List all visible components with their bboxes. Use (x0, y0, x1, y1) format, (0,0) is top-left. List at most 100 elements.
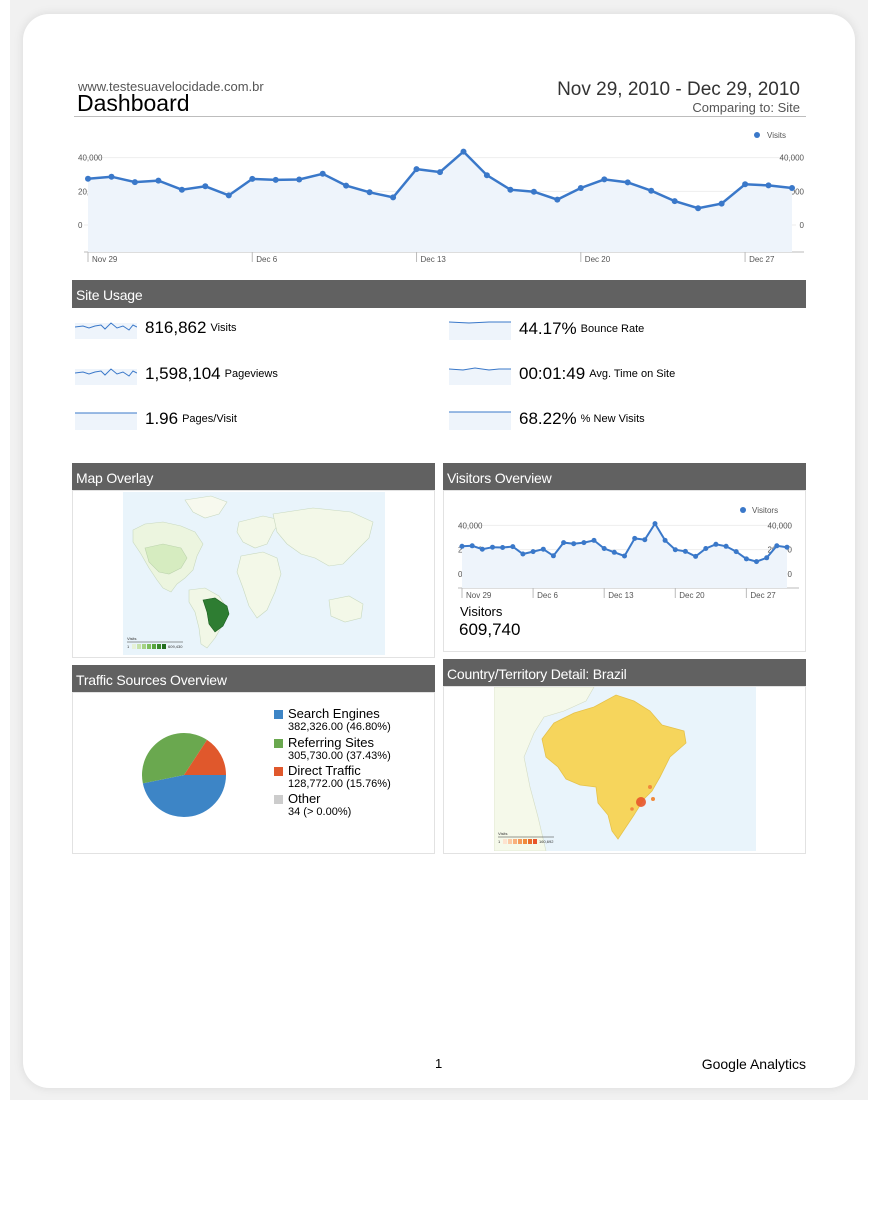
metric-pageviews[interactable]: 1,598,104 Pageviews (75, 363, 278, 385)
data-point[interactable] (611, 549, 617, 555)
data-point[interactable] (742, 181, 749, 188)
data-point[interactable] (366, 189, 373, 196)
page-title: Dashboard (77, 90, 190, 116)
pie-slice-referring-sites[interactable] (141, 732, 208, 784)
metric-label: Visits (210, 322, 237, 334)
data-point[interactable] (490, 544, 495, 550)
data-point[interactable] (178, 186, 185, 193)
data-point[interactable] (733, 549, 739, 555)
legend-referring-sites[interactable]: Referring Sites 305,730.00 (37.43%) (274, 735, 391, 762)
data-point[interactable] (131, 179, 138, 186)
data-point[interactable] (577, 185, 584, 191)
data-point[interactable] (632, 535, 638, 541)
data-point[interactable] (789, 185, 795, 191)
data-point[interactable] (713, 541, 719, 547)
data-point[interactable] (500, 545, 506, 550)
data-point[interactable] (319, 170, 326, 177)
data-point[interactable] (601, 546, 607, 551)
map-legend-max: 609,430 (168, 644, 183, 649)
data-point[interactable] (437, 169, 443, 176)
data-point[interactable] (225, 192, 232, 199)
data-point[interactable] (460, 148, 467, 155)
data-point[interactable] (561, 540, 567, 546)
traffic-sources-panel (72, 692, 435, 854)
data-point[interactable] (479, 546, 485, 552)
data-point[interactable] (743, 556, 749, 562)
traffic-sources-pie[interactable] (138, 732, 230, 818)
metric-label: Avg. Time on Site (589, 368, 676, 380)
brazil-map[interactable]: Visits 1 160,692 (494, 687, 756, 851)
map-overlay-header: Map Overlay (72, 463, 435, 491)
data-point[interactable] (648, 187, 655, 194)
data-point[interactable] (249, 175, 256, 182)
data-point[interactable] (390, 194, 397, 201)
x-tick-label: Dec 13 (608, 591, 634, 600)
pie-slice-direct-traffic[interactable] (184, 739, 226, 775)
brazil-legend-min: 1 (498, 839, 501, 844)
data-point[interactable] (671, 198, 678, 205)
data-point[interactable] (85, 175, 91, 182)
footer-brand: Google Analytics (701, 1056, 806, 1072)
legend-other[interactable]: Other 34 (> 0.00%) (274, 791, 351, 818)
data-point[interactable] (723, 543, 729, 549)
data-point[interactable] (774, 543, 780, 549)
metric-visits[interactable]: 816,862 Visits (75, 317, 237, 339)
data-point[interactable] (459, 543, 465, 549)
data-point[interactable] (108, 173, 115, 180)
data-point[interactable] (483, 172, 490, 179)
data-point[interactable] (601, 176, 608, 183)
swatch (274, 795, 283, 804)
data-point[interactable] (530, 188, 537, 195)
data-point[interactable] (624, 179, 631, 186)
data-point[interactable] (554, 196, 561, 203)
data-point[interactable] (272, 176, 279, 183)
data-point[interactable] (695, 205, 702, 212)
data-point[interactable] (754, 559, 759, 565)
data-point[interactable] (784, 544, 790, 550)
data-point[interactable] (764, 555, 770, 561)
country-detail-header: Country/Territory Detail: Brazil (443, 659, 806, 687)
map-legend-title: Visits (127, 636, 136, 641)
data-point[interactable] (581, 540, 587, 546)
data-point[interactable] (693, 553, 699, 559)
brazil-legend-title: Visits (498, 831, 507, 836)
data-point[interactable] (571, 541, 577, 547)
data-point[interactable] (202, 183, 209, 190)
data-point[interactable] (413, 166, 420, 173)
data-point[interactable] (343, 182, 350, 189)
data-point[interactable] (155, 177, 162, 184)
legend-direct-traffic[interactable]: Direct Traffic 128,772.00 (15.76%) (274, 763, 391, 790)
legend-search-engines[interactable]: Search Engines 382,326.00 (46.80%) (274, 706, 391, 733)
metric-bounce-rate[interactable]: 44.17% Bounce Rate (449, 318, 644, 340)
data-point[interactable] (652, 521, 658, 527)
data-point[interactable] (550, 553, 556, 559)
metric-new-visits[interactable]: 68.22% % New Visits (449, 408, 645, 430)
metric-value: 1.96 (145, 409, 179, 428)
data-point[interactable] (520, 551, 526, 557)
data-point[interactable] (469, 543, 475, 549)
data-point[interactable] (296, 176, 303, 183)
legend-label: Visitors (752, 506, 778, 515)
data-point[interactable] (622, 553, 627, 559)
data-point[interactable] (662, 537, 668, 543)
data-point[interactable] (591, 537, 597, 543)
data-point[interactable] (507, 186, 514, 193)
data-point[interactable] (682, 548, 688, 554)
data-point[interactable] (642, 537, 648, 543)
metric-avg-time[interactable]: 00:01:49 Avg. Time on Site (449, 363, 675, 385)
data-point[interactable] (530, 549, 536, 555)
date-range[interactable]: Nov 29, 2010 - Dec 29, 2010 (557, 79, 800, 100)
pie-slice-search-engines[interactable] (142, 775, 227, 818)
metric-pages-per-visit[interactable]: 1.96 Pages/Visit (75, 408, 237, 430)
data-point[interactable] (672, 547, 678, 553)
visitors-summary-value: 609,740 (459, 620, 521, 639)
data-point[interactable] (510, 544, 516, 550)
data-point[interactable] (765, 182, 772, 189)
x-tick-label: Nov 29 (466, 591, 492, 600)
y-tick-label-right: 20,000 (780, 187, 805, 196)
data-point[interactable] (540, 546, 546, 552)
data-point[interactable] (718, 200, 725, 207)
data-point[interactable] (703, 546, 709, 551)
legend-detail: 305,730.00 (37.43%) (288, 750, 391, 762)
world-map[interactable]: Visits 1 609,430 (123, 492, 385, 655)
